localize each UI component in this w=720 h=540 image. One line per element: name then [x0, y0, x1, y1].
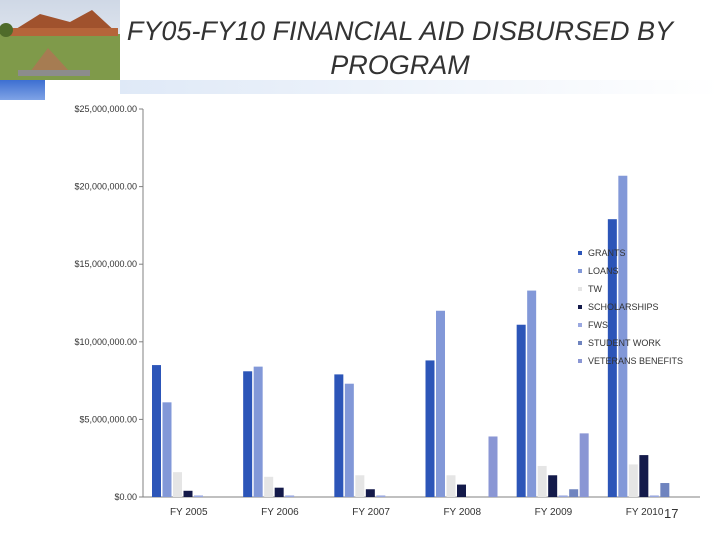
bar-tw-fy-2010	[628, 464, 638, 497]
bar-tw-fy-2005	[173, 472, 182, 497]
bar-veterans-benefits-fy-2008	[488, 436, 498, 497]
bar-tw-fy-2009	[537, 465, 547, 497]
header-accent-bar	[0, 80, 45, 100]
legend-swatch	[578, 287, 582, 291]
legend-swatch	[578, 341, 582, 345]
y-tick-label: $0.00	[114, 492, 137, 502]
header-gradient-bar	[120, 80, 720, 94]
bar-student-work-fy-2010	[660, 483, 670, 497]
bar-grants-fy-2006	[243, 371, 253, 497]
y-tick-label: $10,000,000.00	[74, 337, 137, 347]
bar-loans-fy-2008	[436, 310, 445, 497]
bar-fws-fy-2010	[649, 495, 659, 497]
legend-swatch	[578, 359, 582, 363]
legend-label: STUDENT WORK	[588, 338, 661, 348]
bar-tw-fy-2006	[264, 476, 274, 497]
bar-grants-fy-2010	[607, 219, 617, 497]
bar-scholarships-fy-2005	[183, 490, 193, 497]
x-tick-label: FY 2006	[261, 507, 299, 518]
legend-swatch	[578, 305, 582, 309]
y-tick-label: $5,000,000.00	[79, 414, 137, 424]
bar-loans-fy-2006	[253, 366, 263, 497]
y-tick-label: $20,000,000.00	[74, 182, 137, 192]
bar-scholarships-fy-2010	[639, 455, 649, 497]
legend-label: LOANS	[588, 266, 619, 276]
bar-grants-fy-2007	[334, 374, 344, 497]
bar-scholarships-fy-2006	[274, 487, 284, 497]
header-campus-photo	[0, 0, 120, 80]
page-number: 17	[664, 506, 679, 521]
bar-loans-fy-2005	[162, 402, 172, 497]
x-tick-label: FY 2008	[443, 507, 481, 518]
legend-swatch	[578, 269, 582, 273]
legend-label: TW	[588, 284, 602, 294]
y-tick-label: $25,000,000.00	[74, 104, 137, 114]
legend-label: GRANTS	[588, 248, 626, 258]
x-tick-label: FY 2007	[352, 507, 390, 518]
bar-student-work-fy-2009	[569, 489, 579, 497]
bar-loans-fy-2009	[527, 290, 537, 497]
bar-fws-fy-2006	[285, 495, 295, 497]
bar-veterans-benefits-fy-2009	[579, 433, 589, 497]
bar-scholarships-fy-2007	[365, 489, 375, 497]
bar-loans-fy-2010	[618, 175, 628, 497]
y-tick-label: $15,000,000.00	[74, 259, 137, 269]
bar-fws-fy-2009	[558, 495, 568, 497]
legend-label: SCHOLARSHIPS	[588, 302, 659, 312]
bar-grants-fy-2008	[425, 360, 435, 497]
x-tick-label: FY 2005	[170, 507, 208, 518]
bar-scholarships-fy-2009	[548, 475, 558, 497]
legend-swatch	[578, 323, 582, 327]
bar-fws-fy-2005	[194, 495, 203, 497]
x-tick-label: FY 2009	[535, 507, 573, 518]
bar-loans-fy-2007	[344, 383, 354, 497]
bar-scholarships-fy-2008	[457, 484, 466, 497]
bar-grants-fy-2009	[516, 324, 526, 497]
bar-fws-fy-2007	[376, 495, 386, 497]
bar-tw-fy-2007	[355, 475, 365, 497]
bar-grants-fy-2005	[152, 365, 161, 497]
slide-title: FY05-FY10 FINANCIAL AID DISBURSED BY PRO…	[126, 16, 674, 80]
legend-label: FWS	[588, 320, 608, 330]
legend-label: VETERANS BENEFITS	[588, 356, 683, 366]
bar-tw-fy-2008	[446, 475, 456, 497]
legend-swatch	[578, 251, 582, 255]
x-tick-label: FY 2010	[626, 507, 664, 518]
